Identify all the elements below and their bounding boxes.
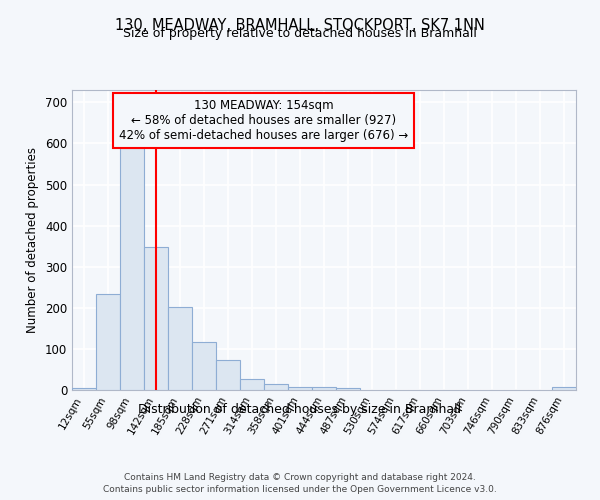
Text: Contains HM Land Registry data © Crown copyright and database right 2024.: Contains HM Land Registry data © Crown c… — [124, 472, 476, 482]
Text: Size of property relative to detached houses in Bramhall: Size of property relative to detached ho… — [123, 28, 477, 40]
Bar — [168, 307, 192, 390]
Bar — [216, 360, 240, 390]
Text: Contains public sector information licensed under the Open Government Licence v3: Contains public sector information licen… — [103, 485, 497, 494]
Bar — [192, 342, 216, 390]
Text: 130, MEADWAY, BRAMHALL, STOCKPORT, SK7 1NN: 130, MEADWAY, BRAMHALL, STOCKPORT, SK7 1… — [115, 18, 485, 32]
Bar — [120, 148, 144, 390]
Bar — [312, 387, 336, 390]
Bar — [240, 379, 264, 390]
Bar — [96, 294, 120, 390]
Bar — [552, 387, 576, 390]
Bar — [336, 388, 360, 390]
Bar — [144, 248, 168, 390]
Text: Distribution of detached houses by size in Bramhall: Distribution of detached houses by size … — [139, 402, 461, 415]
Bar — [264, 384, 288, 390]
Y-axis label: Number of detached properties: Number of detached properties — [26, 147, 40, 333]
Text: 130 MEADWAY: 154sqm
← 58% of detached houses are smaller (927)
42% of semi-detac: 130 MEADWAY: 154sqm ← 58% of detached ho… — [119, 99, 408, 142]
Bar — [288, 386, 312, 390]
Bar — [72, 388, 96, 390]
